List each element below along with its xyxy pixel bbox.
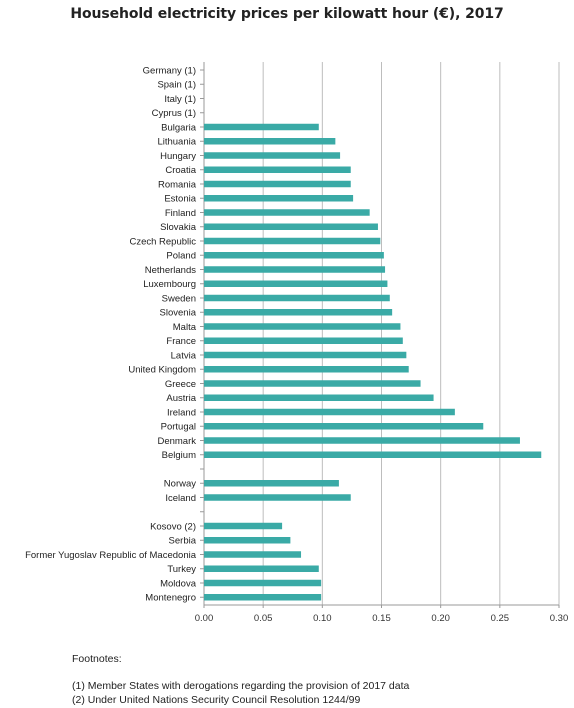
footnotes: Footnotes: (1) Member States with deroga… [72,653,409,707]
category-label: Austria [166,393,196,404]
bar [204,337,403,344]
category-label: Belgium [162,450,196,461]
bar [204,123,319,131]
category-label: Montenegro [145,593,196,604]
bar [204,579,322,587]
x-tick-label: 0.15 [372,613,391,624]
category-label: Luxembourg [143,279,196,290]
bar [204,195,354,202]
x-tick-label: 0.10 [313,613,332,624]
bar [204,166,351,173]
category-label: Former Yugoslav Republic of Macedonia [25,550,197,561]
bar [204,366,409,373]
bar [204,594,322,601]
category-label: Croatia [165,165,196,176]
category-label: Iceland [165,493,196,504]
footnotes-heading: Footnotes: [72,653,122,665]
category-label: Germany (1) [143,65,196,76]
x-tick-label: 0.05 [254,613,273,624]
category-label: Greece [165,379,196,390]
category-label: Lithuania [157,137,196,148]
bar [204,138,336,145]
category-label: Netherlands [145,265,196,276]
category-label: Czech Republic [129,236,196,247]
bar [204,180,351,188]
bar [204,152,341,159]
category-label: Estonia [164,194,196,205]
category-label: Kosovo (2) [150,521,196,532]
category-label: Ireland [167,407,196,418]
bar-chart: Germany (1) Spain (1) Italy (1) Cyprus (1) B… [25,62,569,624]
category-label: Norway [164,479,196,490]
category-label: Malta [173,322,197,333]
category-label: Portugal [161,422,196,433]
bar [204,380,421,387]
bar [204,408,455,416]
bar [204,451,542,458]
category-label: France [166,336,196,347]
category-label: Denmark [157,436,196,447]
bar [204,537,291,544]
category-label: Romania [158,179,197,190]
bar [204,266,386,273]
bar [204,294,390,302]
category-label: Sweden [162,293,196,304]
bar [204,237,381,245]
category-label: Serbia [169,536,197,547]
category-label: Bulgaria [161,122,197,133]
category-label: Finland [165,208,196,219]
category-label: United Kingdom [128,365,196,376]
category-label: Latvia [171,350,197,361]
bar [204,280,388,287]
bar [204,309,393,316]
bar [204,565,319,572]
bar [204,323,401,330]
bar [204,480,339,487]
bar [204,522,283,530]
x-tick-label: 0.00 [195,613,214,624]
bar [204,209,370,216]
category-label: Slovakia [160,222,197,233]
footnote-2: (2) Under United Nations Security Counci… [72,694,361,706]
category-label: Cyprus (1) [152,108,196,119]
category-label: Spain (1) [157,80,196,91]
category-label: Italy (1) [164,94,196,105]
category-label: Turkey [167,564,196,575]
bar [204,394,434,401]
category-label: Slovenia [160,308,197,319]
category-label: Moldova [160,578,197,589]
bar [204,494,351,501]
footnote-1: (1) Member States with derogations regar… [72,680,410,692]
x-tick-label: 0.25 [491,613,510,624]
bar [204,252,384,259]
chart-title: Household electricity prices per kilowat… [70,6,504,22]
bar [204,223,378,230]
category-label: Hungary [160,151,196,162]
x-tick-label: 0.20 [431,613,450,624]
category-label: Poland [166,251,196,262]
bar [204,423,484,430]
bar [204,437,520,444]
bar [204,551,302,558]
x-tick-label: 0.30 [550,613,569,624]
bar [204,351,407,359]
